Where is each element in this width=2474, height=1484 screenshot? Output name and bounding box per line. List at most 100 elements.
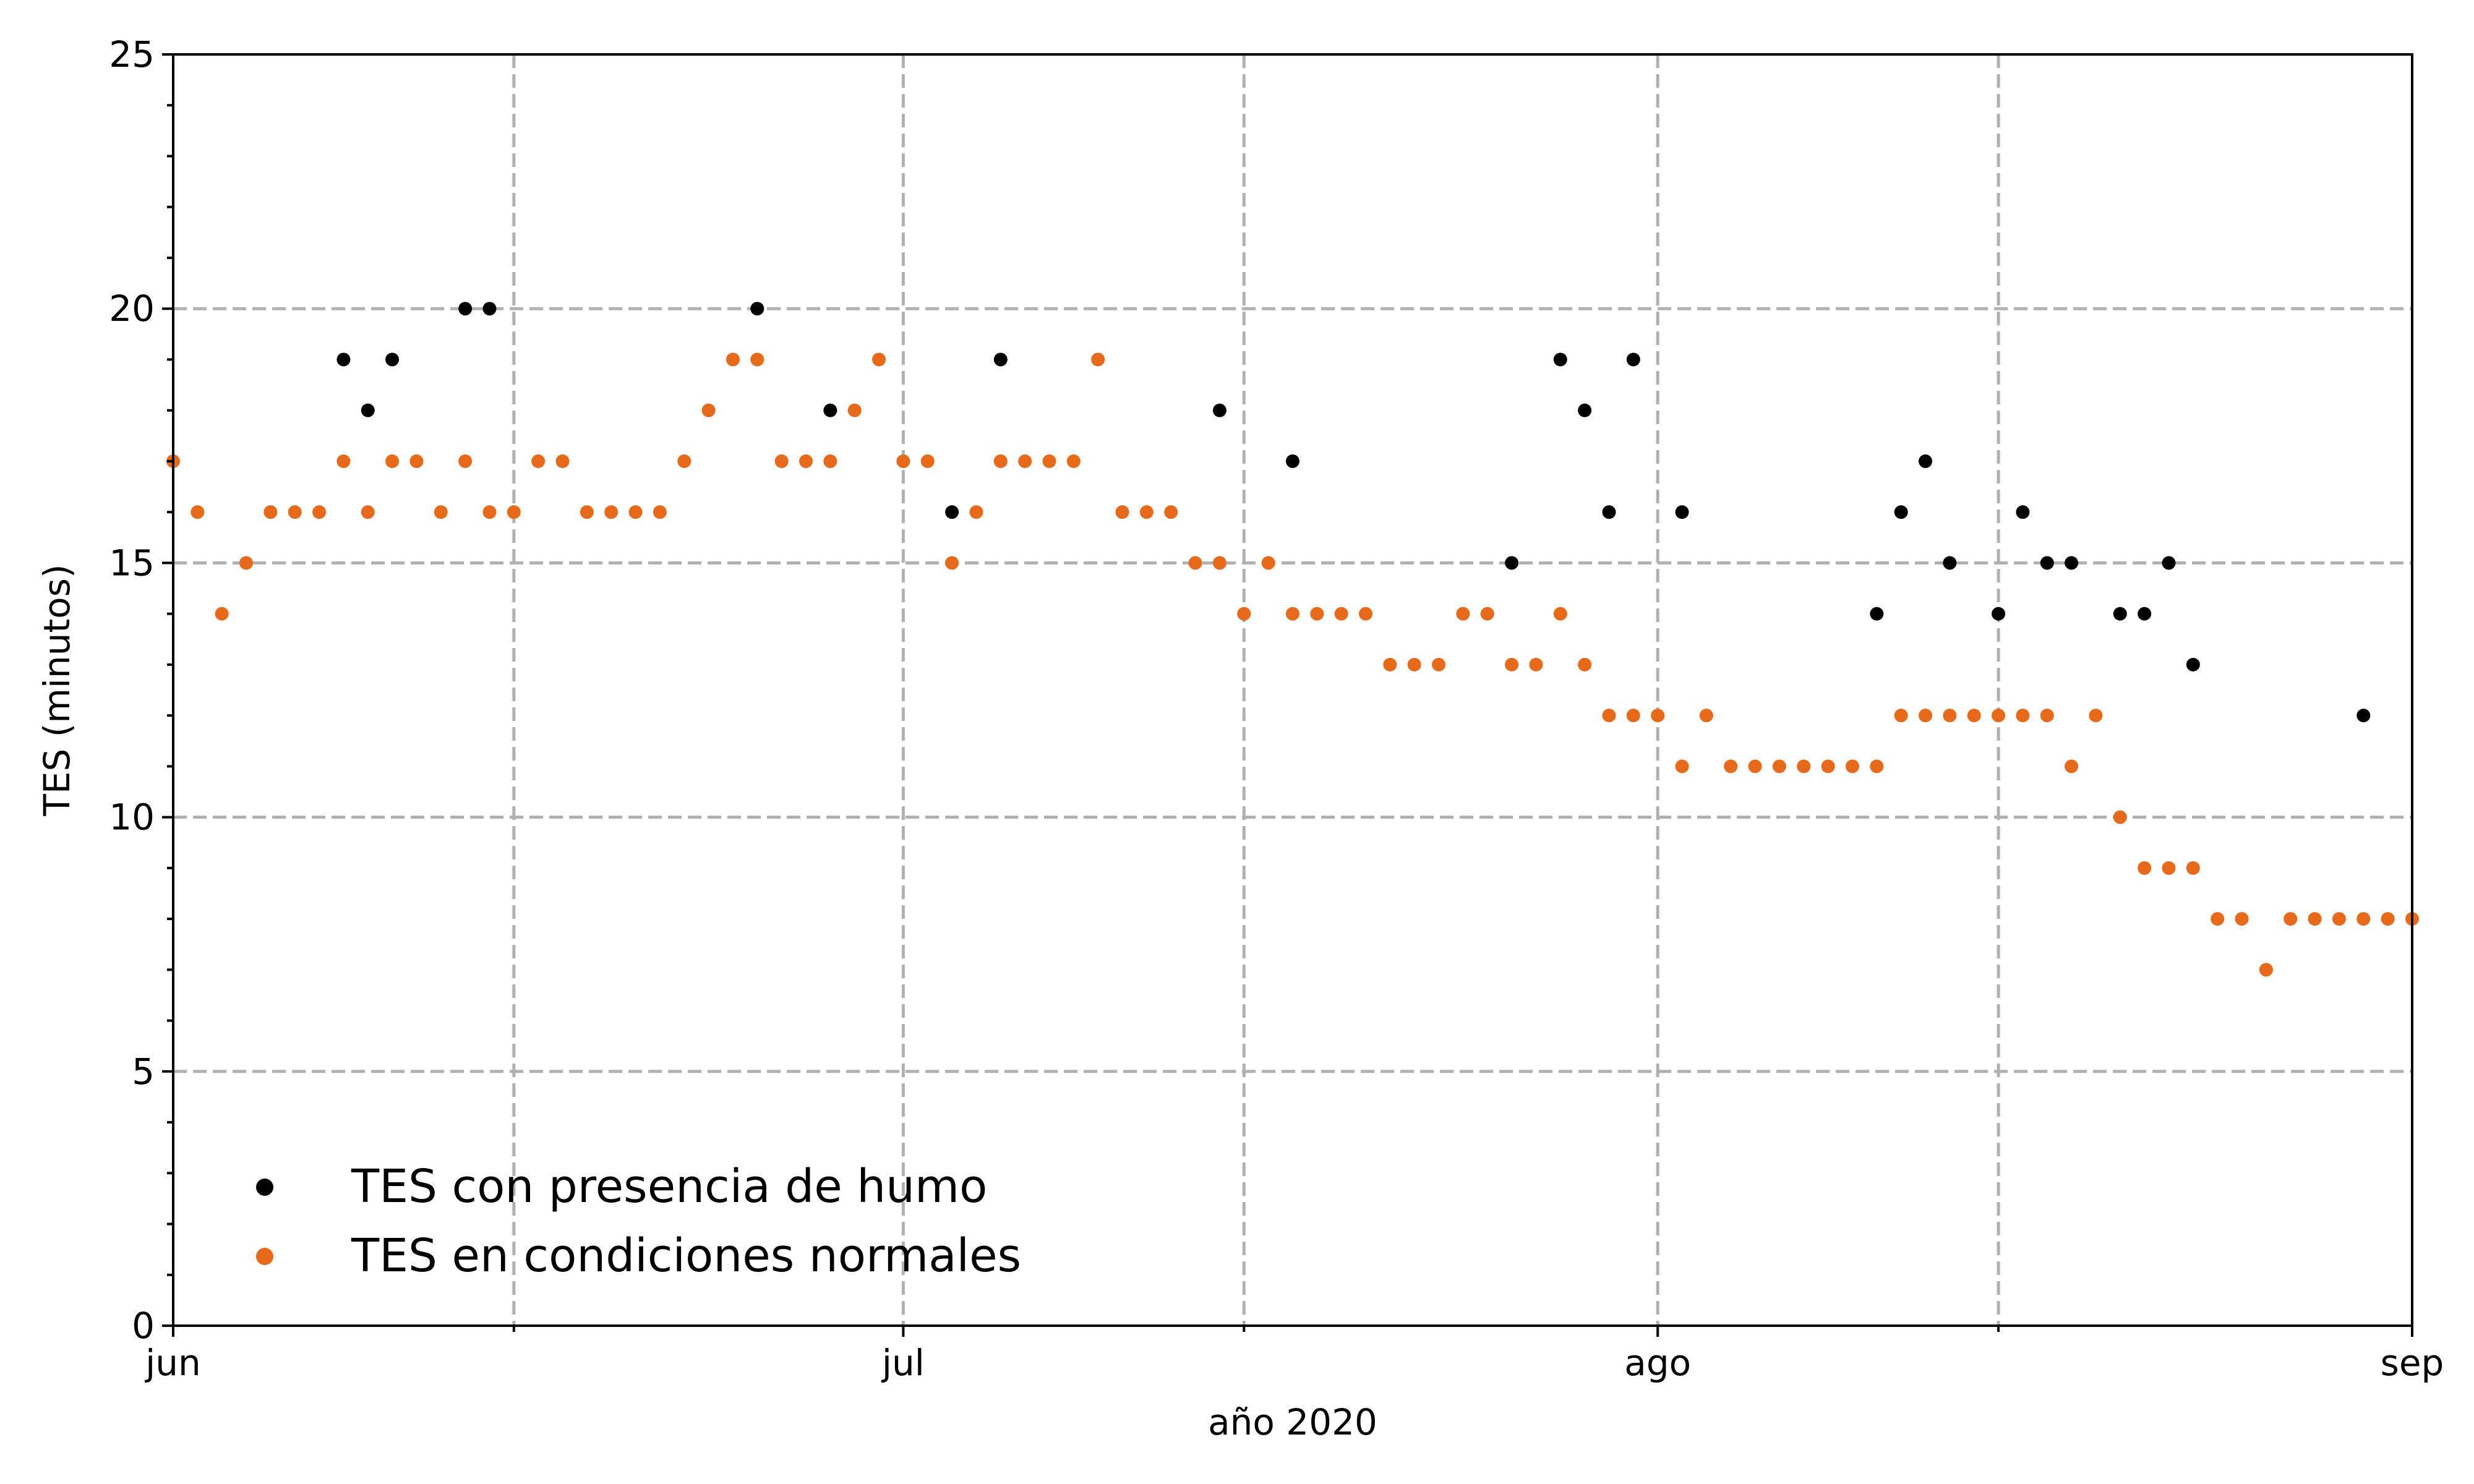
y-tick-label: 10 <box>109 796 155 838</box>
smoke-point <box>2162 556 2176 570</box>
normal-point <box>312 505 327 519</box>
normal-point <box>2065 759 2079 774</box>
y-tick-label: 20 <box>109 288 155 330</box>
normal-point <box>2332 912 2346 926</box>
smoke-point <box>1870 607 1884 621</box>
data-points <box>166 302 2419 977</box>
normal-point <box>288 505 302 519</box>
smoke-point <box>482 302 497 316</box>
normal-point <box>799 454 813 468</box>
smoke-point <box>1553 352 1567 367</box>
normal-point <box>2162 861 2176 875</box>
normal-point <box>1846 759 1859 774</box>
smoke-point <box>1286 454 1299 468</box>
normal-point <box>239 556 254 570</box>
legend-label-smoke: TES con presencia de humo <box>351 1160 987 1213</box>
normal-point <box>1797 759 1811 774</box>
normal-point <box>2040 709 2054 723</box>
smoke-point <box>458 302 473 316</box>
legend-marker-smoke <box>256 1179 273 1196</box>
normal-point <box>1261 556 1275 570</box>
normal-point <box>336 454 351 468</box>
normal-point <box>1699 709 1713 723</box>
normal-point <box>507 505 521 519</box>
axis-ticks: 0 5 10 15 20 25 jun jul ago sep <box>109 33 2444 1384</box>
normal-point <box>482 505 497 519</box>
normal-point <box>823 454 837 468</box>
normal-point <box>1943 709 1957 723</box>
y-tick-label: 25 <box>109 33 155 75</box>
x-tick-label: ago <box>1624 1342 1691 1384</box>
normal-point <box>847 403 862 417</box>
normal-point <box>1724 759 1738 774</box>
normal-point <box>458 454 473 468</box>
normal-point <box>1894 709 1908 723</box>
y-tick-label: 0 <box>132 1305 155 1347</box>
normal-point <box>580 505 594 519</box>
smoke-point <box>1992 607 2006 621</box>
normal-point <box>969 505 983 519</box>
normal-point <box>2211 912 2225 926</box>
normal-point <box>1529 657 1543 672</box>
normal-point <box>1164 505 1178 519</box>
normal-point <box>2259 963 2273 977</box>
normal-point <box>1188 556 1202 570</box>
normal-point <box>1967 709 1981 723</box>
normal-point <box>1772 759 1786 774</box>
smoke-point <box>1626 352 1640 367</box>
normal-point <box>2016 709 2030 723</box>
smoke-point <box>1894 505 1908 519</box>
smoke-point <box>385 352 400 367</box>
normal-point <box>531 454 546 468</box>
legend-marker-normal <box>256 1248 273 1265</box>
normal-point <box>604 505 618 519</box>
x-tick-label: jul <box>881 1342 925 1384</box>
legend: TES con presencia de humo TES en condici… <box>256 1160 1021 1282</box>
normal-point <box>1748 759 1762 774</box>
normal-point <box>872 352 886 367</box>
normal-point <box>1651 709 1665 723</box>
smoke-point <box>1505 556 1519 570</box>
normal-point <box>1237 607 1251 621</box>
normal-point <box>1553 607 1567 621</box>
normal-point <box>1675 759 1689 774</box>
normal-point <box>2308 912 2322 926</box>
y-axis-label: TES (minutos) <box>36 564 78 816</box>
smoke-point <box>1919 454 1933 468</box>
normal-point <box>1456 607 1470 621</box>
smoke-point <box>361 403 375 417</box>
smoke-point <box>2113 607 2127 621</box>
normal-point <box>1359 607 1373 621</box>
normal-point <box>1992 709 2006 723</box>
smoke-point <box>750 302 764 316</box>
normal-point <box>920 454 935 468</box>
grid <box>173 54 2412 1326</box>
normal-point <box>1821 759 1835 774</box>
normal-point <box>1870 759 1884 774</box>
x-axis-label: año 2020 <box>1208 1401 1377 1443</box>
smoke-point <box>1602 505 1616 519</box>
normal-point <box>1919 709 1933 723</box>
normal-point <box>677 454 691 468</box>
normal-point <box>361 505 375 519</box>
smoke-point <box>2065 556 2079 570</box>
normal-point <box>1407 657 1421 672</box>
legend-label-normal: TES en condiciones normales <box>351 1229 1021 1282</box>
plot-frame <box>172 53 2413 1327</box>
y-tick-label: 5 <box>132 1051 155 1093</box>
normal-point <box>1286 607 1299 621</box>
smoke-point <box>945 505 959 519</box>
normal-point <box>2356 912 2371 926</box>
smoke-point <box>1578 403 1592 417</box>
normal-point <box>2186 861 2200 875</box>
normal-point <box>1139 505 1154 519</box>
smoke-point <box>2356 709 2371 723</box>
normal-point <box>2138 861 2152 875</box>
smoke-point <box>993 352 1008 367</box>
normal-point <box>1115 505 1129 519</box>
normal-point <box>1334 607 1348 621</box>
normal-point <box>2113 810 2127 824</box>
normal-point <box>1383 657 1397 672</box>
normal-point <box>263 505 278 519</box>
